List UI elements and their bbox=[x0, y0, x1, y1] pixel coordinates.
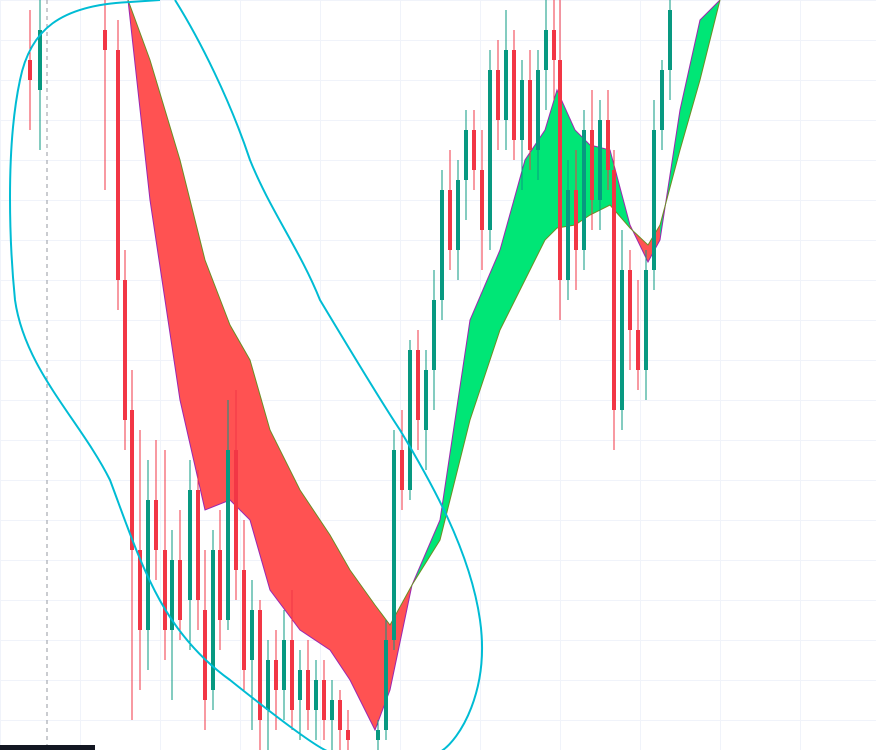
candle-body bbox=[644, 270, 648, 370]
candle-body bbox=[606, 120, 610, 170]
candle-body bbox=[480, 170, 484, 230]
candle-body bbox=[196, 490, 200, 600]
candle-body bbox=[496, 70, 500, 120]
candle-body bbox=[130, 410, 134, 550]
candle-body bbox=[258, 610, 262, 720]
candle-body bbox=[314, 680, 318, 710]
candle-body bbox=[28, 60, 32, 80]
candle-body bbox=[282, 640, 286, 690]
candle-body bbox=[250, 610, 254, 660]
candle-body bbox=[416, 350, 420, 420]
candle-body bbox=[660, 70, 664, 130]
candle-body bbox=[590, 130, 594, 200]
band-fill bbox=[250, 360, 270, 590]
candle-body bbox=[203, 610, 207, 700]
band-fill bbox=[300, 490, 330, 650]
candle-body bbox=[488, 70, 492, 230]
candle-body bbox=[163, 550, 167, 630]
candle-body bbox=[274, 660, 278, 690]
candle-body bbox=[512, 50, 516, 140]
candle-body bbox=[266, 660, 270, 710]
band-line bbox=[127, 0, 721, 732]
band-fill bbox=[545, 90, 557, 240]
candle-body bbox=[116, 50, 120, 280]
candle-body bbox=[400, 450, 404, 490]
candle-body bbox=[620, 270, 624, 410]
candle-body bbox=[376, 730, 380, 740]
candle-body bbox=[628, 270, 632, 330]
candle-body bbox=[38, 30, 42, 90]
band-line bbox=[127, 0, 721, 626]
candle-body bbox=[146, 500, 150, 630]
candle-body bbox=[154, 500, 158, 550]
band-fill bbox=[330, 535, 350, 680]
candle-body bbox=[211, 550, 215, 690]
band-fill bbox=[180, 160, 205, 510]
candle-body bbox=[432, 300, 436, 370]
candle-body bbox=[424, 370, 428, 430]
candle-body bbox=[456, 180, 460, 250]
candle-body bbox=[170, 560, 174, 630]
candle-body bbox=[636, 330, 640, 370]
candle-body bbox=[668, 10, 672, 70]
candle-body bbox=[528, 80, 532, 150]
candle-body bbox=[520, 80, 524, 140]
candle-body bbox=[612, 170, 616, 410]
candle-body bbox=[408, 350, 412, 490]
candle-body bbox=[464, 130, 468, 180]
candle-body bbox=[582, 130, 586, 250]
candle-body bbox=[346, 730, 350, 740]
candle-body bbox=[598, 120, 602, 200]
candle-body bbox=[566, 190, 570, 280]
candle-body bbox=[552, 30, 556, 60]
candle-body bbox=[298, 670, 302, 700]
candle-body bbox=[242, 570, 246, 670]
band-fill bbox=[350, 570, 375, 730]
band-fill bbox=[150, 60, 180, 400]
candle-body bbox=[178, 560, 182, 620]
candle-body bbox=[234, 450, 238, 570]
candle-body bbox=[652, 130, 656, 270]
candle-body bbox=[504, 50, 508, 120]
candle-body bbox=[188, 490, 192, 600]
band-fill bbox=[440, 320, 470, 540]
band-fill bbox=[525, 130, 545, 280]
candle-body bbox=[123, 280, 127, 420]
candle-body bbox=[574, 190, 578, 250]
candle-body bbox=[103, 30, 107, 50]
candle-body bbox=[536, 70, 540, 150]
candle-body bbox=[338, 700, 342, 730]
candle-body bbox=[330, 700, 334, 720]
candle-body bbox=[440, 190, 444, 300]
band-fill bbox=[500, 160, 525, 330]
band-layer bbox=[127, 0, 721, 732]
band-fill bbox=[680, 20, 700, 150]
candle-body bbox=[226, 450, 230, 620]
toolbar-edge bbox=[0, 745, 95, 750]
candle-body bbox=[472, 130, 476, 170]
candle-body bbox=[448, 190, 452, 250]
band-fill bbox=[270, 430, 300, 630]
candle-body bbox=[558, 60, 562, 280]
candle-body bbox=[392, 450, 396, 640]
band-fill bbox=[470, 250, 500, 420]
candle-body bbox=[138, 550, 142, 630]
freehand-drawing bbox=[9, 0, 483, 750]
candle-body bbox=[322, 680, 326, 720]
candle-body bbox=[544, 30, 548, 70]
candle-body bbox=[290, 640, 294, 710]
candle-layer bbox=[28, 0, 672, 750]
candle-body bbox=[218, 550, 222, 620]
candle-body bbox=[384, 640, 388, 730]
candle-body bbox=[306, 670, 310, 710]
band-fill bbox=[205, 260, 230, 510]
